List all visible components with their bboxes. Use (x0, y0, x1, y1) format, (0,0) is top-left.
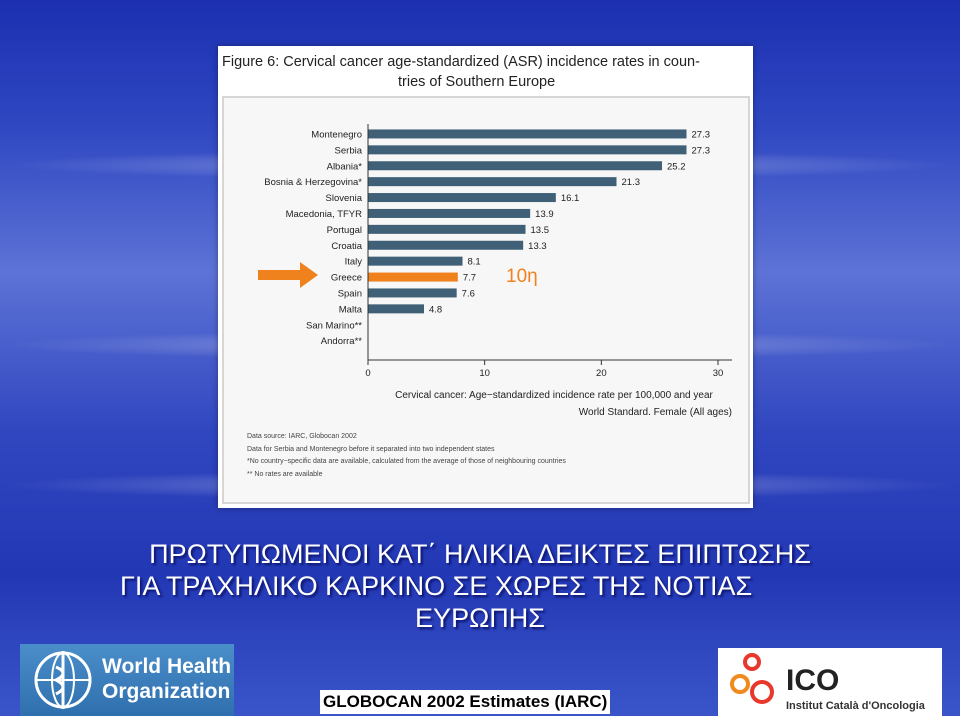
who-wordmark: World Health Organization (102, 654, 231, 704)
x-tick-label: 10 (479, 368, 490, 379)
category-label: Serbia (335, 145, 363, 156)
category-label: San Marino** (306, 320, 362, 331)
value-label: 8.1 (468, 257, 481, 268)
ico-full-name: Institut Català d'Oncologia (786, 700, 925, 712)
highlight-arrow-icon (258, 262, 318, 288)
value-label: 7.6 (462, 288, 475, 299)
value-label: 25.2 (667, 161, 686, 172)
note-line: Data for Serbia and Montenegro before it… (247, 445, 495, 453)
category-label: Slovenia (326, 193, 363, 204)
category-label: Greece (331, 273, 362, 284)
value-label: 13.9 (535, 209, 554, 220)
value-label: 7.7 (463, 273, 476, 284)
value-label: 4.8 (429, 304, 442, 315)
slide-heading: ΠΡΩΤΥΠΩΜΕΝΟΙ ΚΑΤ΄ ΗΛΙΚΙΑ ΔΕΙΚΤΕΣ ΕΠΙΠΤΩΣ… (0, 540, 960, 632)
note-line: Data source: IARC, Globocan 2002 (247, 433, 357, 440)
value-label: 16.1 (561, 193, 580, 204)
bar (368, 161, 662, 171)
bar (368, 288, 457, 298)
category-label: Portugal (327, 225, 362, 236)
chart-notes: Data source: IARC, Globocan 2002 Data fo… (247, 431, 566, 481)
bar (368, 304, 424, 314)
ico-emblem-icon (730, 653, 774, 704)
bar (368, 256, 463, 266)
category-label: Malta (339, 304, 363, 315)
bar (368, 193, 556, 203)
value-label: 27.3 (692, 129, 711, 140)
x-tick-label: 20 (596, 368, 607, 379)
slide-heading-line2: ΓΙΑ ΤΡΑΧΗΛΙΚΟ ΚΑΡΚΙΝΟ ΣΕ ΧΩΡΕΣ ΤΗΣ ΝΟΤΙΑ… (120, 571, 753, 601)
bar (368, 208, 531, 218)
ico-logo: ICO Institut Català d'Oncologia (718, 648, 942, 716)
category-label: Croatia (331, 241, 362, 252)
x-tick-label: 0 (365, 368, 370, 379)
category-label: Montenegro (311, 129, 362, 140)
category-label: Andorra** (321, 336, 362, 347)
bar (368, 129, 687, 139)
note-line: *No country−specific data are available,… (247, 458, 566, 465)
ico-name: ICO (786, 664, 840, 697)
who-line1: World Health (102, 655, 232, 678)
x-axis-label-line2: World Standard. Female (All ages) (579, 407, 732, 418)
figure-title-line2: tries of Southern Europe (398, 74, 556, 90)
value-label: 21.3 (622, 177, 641, 188)
category-label: Spain (338, 288, 362, 299)
category-label: Italy (345, 257, 363, 268)
category-label: Albania* (327, 161, 363, 172)
who-emblem-icon (34, 651, 92, 709)
bar (368, 145, 687, 155)
x-axis-label-line1: Cervical cancer: Age−standardized incide… (395, 390, 713, 401)
who-logo: World Health Organization (20, 644, 234, 716)
bar (368, 177, 617, 187)
value-label: 13.3 (528, 241, 547, 252)
category-label: Bosnia & Herzegovina* (264, 177, 362, 188)
value-label: 27.3 (692, 145, 711, 156)
highlight-annotation: 10η (506, 266, 538, 287)
category-label: Macedonia, TFYR (286, 209, 363, 220)
note-line: ** No rates are available (247, 470, 323, 478)
bar (368, 224, 526, 234)
value-label: 13.5 (531, 225, 550, 236)
figure-title: Figure 6: Cervical cancer age-standardiz… (222, 52, 752, 92)
x-tick-label: 30 (713, 368, 724, 379)
slide-heading-line1: ΠΡΩΤΥΠΩΜΕΝΟΙ ΚΑΤ΄ ΗΛΙΚΙΑ ΔΕΙΚΤΕΣ ΕΠΙΠΤΩΣ… (149, 539, 811, 569)
bar (368, 272, 458, 282)
figure-title-line1: Figure 6: Cervical cancer age-standardiz… (222, 54, 700, 70)
who-line2: Organization (102, 680, 231, 703)
bar (368, 240, 524, 250)
source-caption: GLOBOCAN 2002 Estimates (IARC) (320, 690, 611, 714)
slide-heading-line3: ΕΥΡΩΠΗΣ (415, 603, 545, 633)
